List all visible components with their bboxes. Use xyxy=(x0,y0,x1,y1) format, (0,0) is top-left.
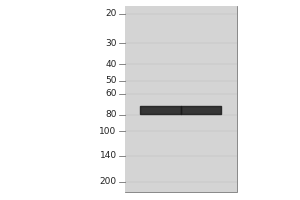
Text: 50: 50 xyxy=(105,76,117,85)
Text: 80: 80 xyxy=(105,110,117,119)
Text: 100: 100 xyxy=(99,127,117,136)
Text: 140: 140 xyxy=(100,151,117,160)
Text: 30: 30 xyxy=(105,39,117,48)
Text: 60: 60 xyxy=(105,89,117,98)
Text: 200: 200 xyxy=(100,177,117,186)
Text: 40: 40 xyxy=(105,60,117,69)
Text: 20: 20 xyxy=(105,9,117,18)
